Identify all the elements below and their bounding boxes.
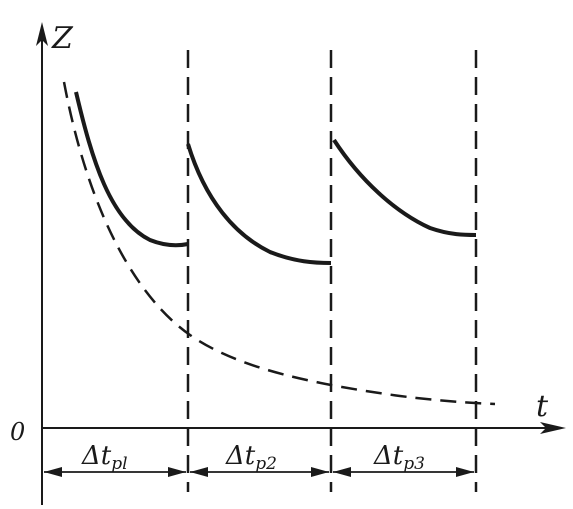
solid-curve-3	[332, 138, 477, 237]
interval-arrow-3-right-head	[456, 467, 474, 477]
interval-symbol-3: Δt	[373, 441, 404, 471]
interval-symbol-2: Δt	[225, 441, 256, 471]
interval-label-1: Δtpl	[81, 441, 128, 474]
interval-subscript-2: p2	[255, 454, 277, 474]
interval-label-3: Δtp3	[373, 441, 425, 474]
solid-curve-2	[186, 143, 332, 265]
interval-arrow-1-left-head	[44, 467, 62, 477]
interval-arrow-3-left-head	[333, 467, 351, 477]
interval-label-2: Δtp2	[225, 441, 277, 474]
x-axis-label: t	[536, 389, 549, 424]
y-axis-label: Z	[51, 21, 74, 56]
interval-subscript-3: p3	[403, 454, 425, 474]
origin-label: 0	[10, 418, 25, 446]
interval-symbol-1: Δt	[81, 441, 112, 471]
solid-curve-1	[74, 91, 189, 248]
y-axis-arrow	[36, 22, 48, 46]
interval-subscript-1: pl	[111, 454, 127, 474]
interval-arrow-1-right-head	[168, 467, 186, 477]
interval-arrow-2-left-head	[190, 467, 208, 477]
dashed-decay-curve	[62, 81, 496, 406]
interval-arrow-2-right-head	[311, 467, 329, 477]
x-axis-arrow	[540, 422, 566, 434]
